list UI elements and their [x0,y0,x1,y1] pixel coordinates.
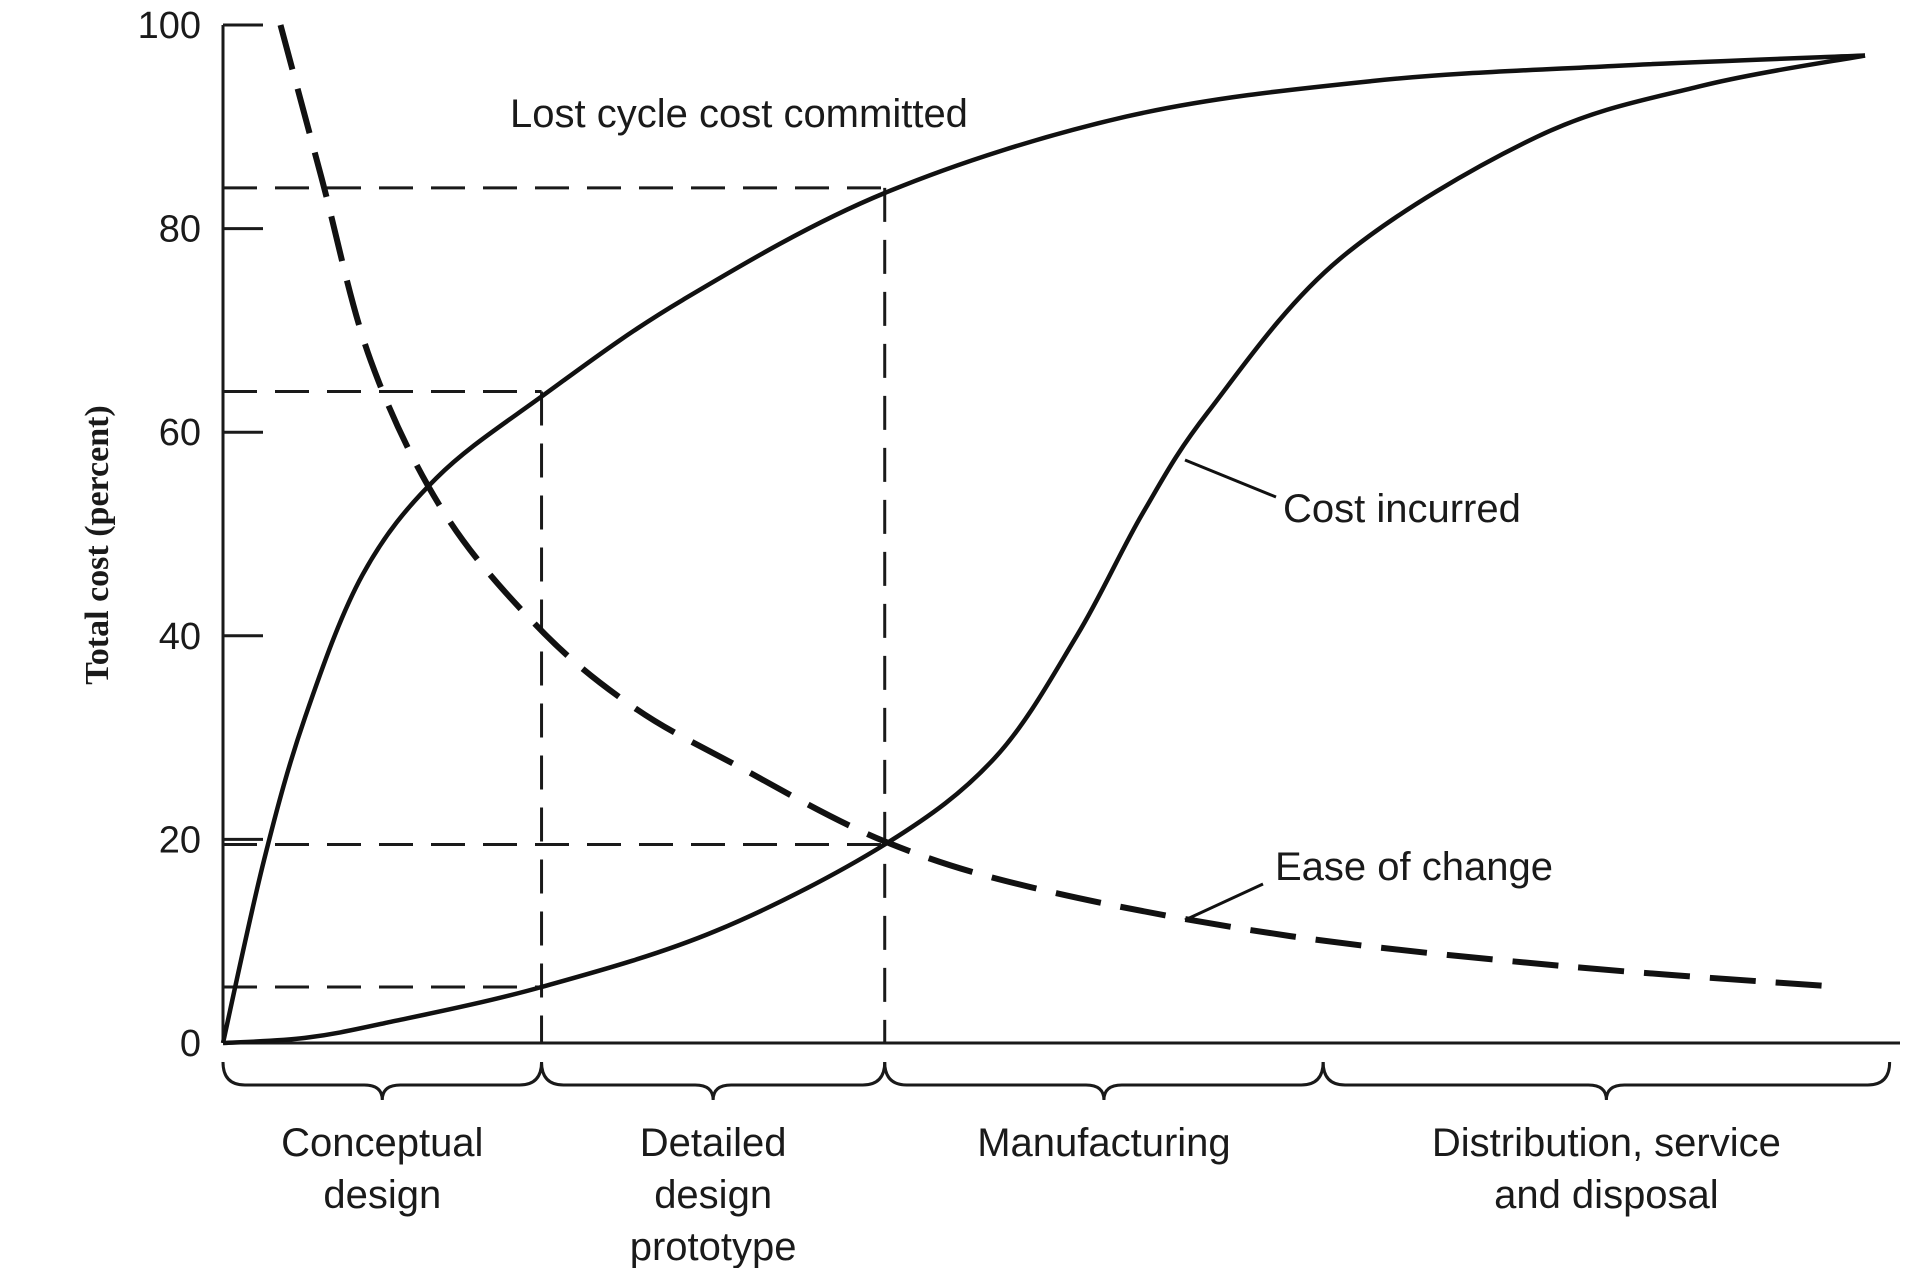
series-line-lost-cycle-cost-committed [220,53,1866,1044]
reference-lines [223,186,887,1043]
y-ticks: 0 20 40 60 80 100 [138,5,263,1065]
phase-label: design [654,1173,772,1217]
annotation-leader [1184,882,1264,922]
series-lines [220,24,1866,1046]
phase-brace [883,1061,1325,1101]
annotation-leader [1184,458,1277,499]
y-axis-label: Total cost (percent) [79,405,116,685]
y-tick-label: 60 [159,412,201,454]
y-tick-label: 0 [180,1023,201,1065]
y-tick-label: 100 [138,5,201,47]
y-tick-label: 40 [159,616,201,658]
annotation-label: Ease of change [1275,845,1553,889]
phase-label: design [323,1173,441,1217]
annotation-label: Cost incurred [1283,487,1521,531]
series-line-cost-incurred [222,53,1866,1046]
annotation-label: Lost cycle cost committed [510,92,968,136]
phase-brace [1321,1061,1892,1101]
phase-label: Detailed [640,1121,787,1165]
series-line-ease-of-change [277,24,1841,990]
phase-braces: Conceptual design Detailed design prototype M… [221,1061,1892,1268]
series-annotations: Lost cycle cost committed Cost incurred Ea… [510,92,1553,922]
phase-label: Distribution, service [1432,1121,1781,1165]
phase-brace [540,1061,887,1101]
phase-label: prototype [630,1225,797,1268]
axes [221,25,1900,1045]
phase-label: Manufacturing [977,1121,1230,1165]
y-tick-label: 20 [159,819,201,861]
y-tick-label: 80 [159,209,201,251]
phase-brace [221,1061,544,1101]
phase-label: and disposal [1494,1173,1719,1217]
phase-label: Conceptual [281,1121,483,1165]
